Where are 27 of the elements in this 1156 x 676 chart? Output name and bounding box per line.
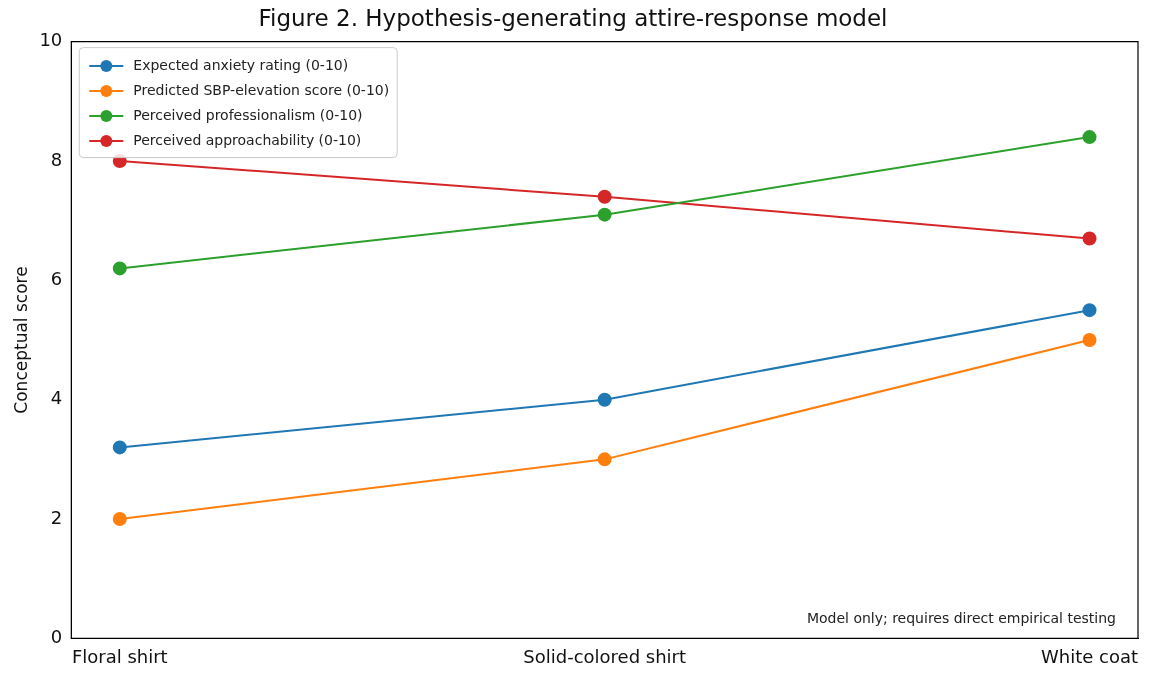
legend-label: Perceived approachability (0-10) [133, 131, 362, 148]
y-tick-label: 10 [39, 29, 63, 51]
y-tick-label: 6 [50, 267, 63, 289]
y-tick-label: 2 [50, 506, 63, 528]
y-tick-label: 4 [50, 387, 63, 409]
point [112, 512, 127, 527]
point [112, 261, 127, 276]
point [597, 392, 612, 407]
x-tick-label: White coat [1040, 645, 1139, 667]
legend-label: Predicted SBP-elevation score (0-10) [133, 81, 390, 98]
point [597, 207, 612, 222]
point [597, 189, 612, 204]
y-axis-title: Conceptual score [10, 266, 31, 414]
point [112, 440, 127, 455]
x-tick-label: Floral shirt [71, 645, 168, 667]
y-tick-label: 8 [50, 148, 63, 170]
chart-title: Figure 2. Hypothesis-generating attire-response model [258, 4, 888, 31]
point [1082, 303, 1097, 318]
point [1082, 333, 1097, 347]
legend-label: Perceived professionalism (0-10) [133, 106, 363, 123]
point [597, 452, 612, 467]
point [1082, 130, 1097, 145]
x-tick-label: Solid-colored shirt [523, 645, 687, 667]
point [1082, 231, 1097, 246]
y-tick-label: 0 [50, 626, 63, 648]
legend-label: Expected anxiety rating (0-10) [133, 56, 349, 73]
annotation: Model only; requires direct empirical testing [806, 610, 1116, 627]
